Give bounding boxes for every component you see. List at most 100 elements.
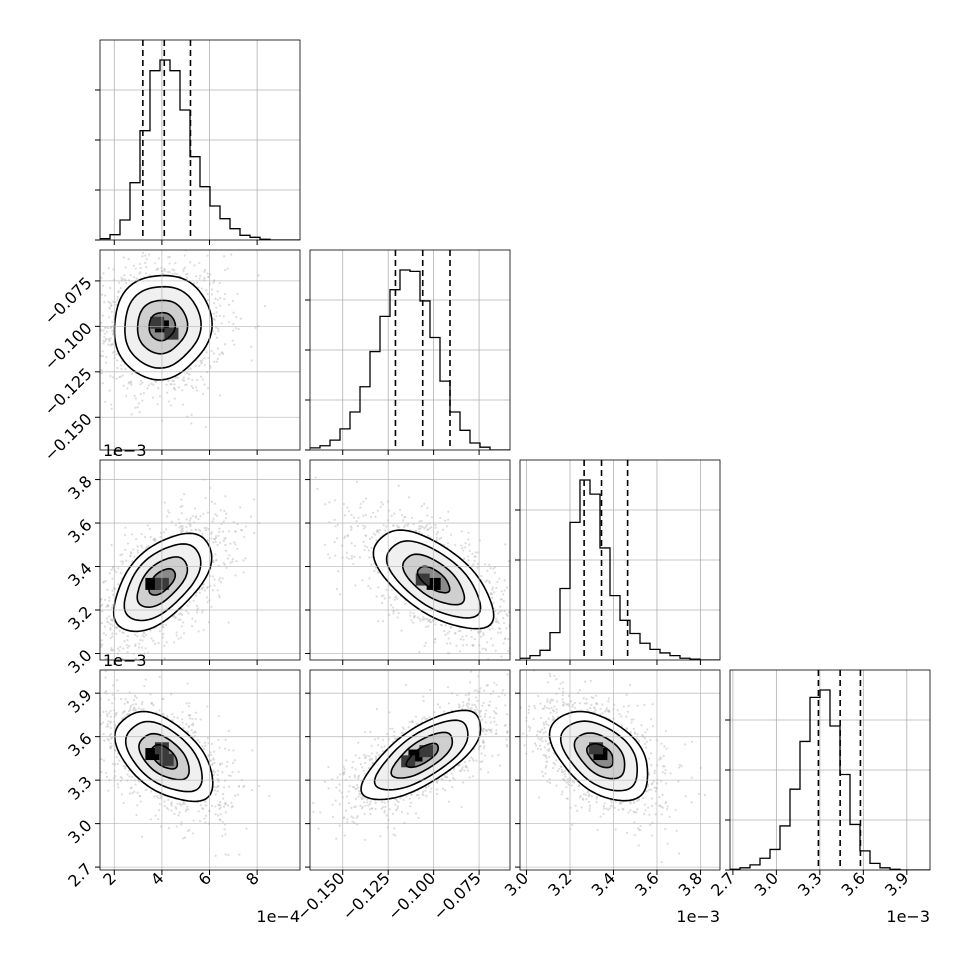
sample-point: [106, 326, 109, 330]
sample-point: [502, 621, 506, 625]
sample-point: [231, 761, 235, 765]
sample-point: [186, 682, 189, 685]
sample-point: [253, 531, 256, 535]
sample-point: [181, 721, 184, 724]
sample-point: [226, 557, 229, 560]
sample-point: [513, 650, 515, 652]
sample-point: [92, 313, 94, 315]
sample-point: [263, 305, 266, 308]
sample-point: [503, 610, 506, 613]
sample-point: [95, 273, 97, 275]
sample-point: [388, 613, 391, 616]
sample-point: [327, 553, 330, 556]
sample-point: [514, 634, 516, 636]
sample-point: [135, 277, 138, 280]
sample-point: [122, 717, 125, 720]
histogram-outline-p0: [100, 59, 300, 240]
sample-point: [503, 589, 506, 592]
sample-point: [186, 805, 189, 808]
sample-point: [165, 641, 168, 644]
sample-point: [468, 549, 471, 553]
sample-point: [110, 407, 113, 410]
sample-point: [141, 639, 144, 642]
sample-point: [182, 493, 186, 496]
sample-point: [412, 621, 415, 624]
sample-point: [466, 555, 470, 558]
sample-point: [111, 376, 114, 379]
sample-point: [120, 364, 123, 367]
sample-point: [218, 314, 221, 317]
sample-point: [108, 596, 111, 599]
sample-point: [190, 413, 193, 416]
sample-point: [185, 530, 189, 533]
sample-point: [219, 801, 222, 804]
sample-point: [482, 634, 485, 637]
sample-point: [535, 683, 537, 685]
sample-point: [109, 344, 112, 347]
sample-point: [105, 775, 108, 778]
sample-point: [132, 264, 135, 267]
sample-point: [374, 533, 377, 536]
sample-point: [102, 632, 105, 635]
sample-point: [125, 394, 128, 397]
sample-point: [449, 626, 452, 629]
sample-point: [215, 326, 218, 329]
sample-point: [207, 528, 210, 531]
sample-point: [434, 623, 437, 626]
sample-point: [105, 337, 108, 341]
sample-point: [418, 525, 421, 528]
sample-point: [209, 759, 212, 763]
sample-point: [171, 379, 174, 382]
sample-point: [196, 235, 198, 237]
sample-point: [168, 511, 171, 514]
sample-point: [180, 498, 183, 501]
sample-point: [234, 574, 237, 577]
sample-point: [384, 529, 387, 532]
sample-point: [268, 794, 271, 798]
sample-point: [236, 292, 239, 295]
sample-point: [502, 593, 505, 596]
sample-point: [400, 629, 403, 632]
sample-point: [103, 598, 107, 601]
sample-point: [154, 538, 157, 541]
sample-point: [476, 551, 479, 554]
sample-point: [213, 578, 216, 581]
sample-point: [355, 480, 358, 483]
sample-point: [101, 350, 104, 353]
scatter-panel-p0-p2: [93, 459, 301, 665]
sample-point: [497, 698, 499, 700]
sample-point: [201, 532, 204, 535]
sample-point: [334, 554, 337, 557]
sample-point: [111, 566, 115, 569]
sample-point: [149, 818, 152, 821]
contour-level-2: [385, 540, 482, 619]
sample-point: [166, 391, 169, 394]
sample-point: [116, 366, 119, 370]
sample-point: [191, 717, 194, 720]
sample-point: [190, 528, 193, 532]
sample-point: [238, 853, 241, 856]
sample-point: [60, 322, 62, 324]
sample-point: [140, 532, 143, 536]
sample-point: [127, 382, 130, 385]
sample-point: [210, 531, 213, 534]
sample-point: [417, 527, 420, 531]
sample-point: [494, 617, 498, 621]
panel-frame: [99, 459, 301, 661]
sample-point: [172, 716, 176, 719]
sample-point: [199, 375, 203, 378]
sample-point: [109, 742, 112, 745]
sample-point: [85, 308, 87, 310]
sample-point: [207, 356, 210, 360]
sample-point: [93, 638, 95, 640]
sample-point: [380, 501, 383, 504]
sample-point: [63, 710, 65, 712]
sample-point: [217, 814, 220, 817]
sample-point: [92, 319, 94, 321]
sample-point: [336, 523, 339, 526]
sample-point: [381, 601, 384, 605]
sample-point: [424, 641, 427, 645]
sample-point: [186, 604, 189, 607]
sample-point: [190, 385, 193, 388]
sample-point: [134, 267, 137, 270]
